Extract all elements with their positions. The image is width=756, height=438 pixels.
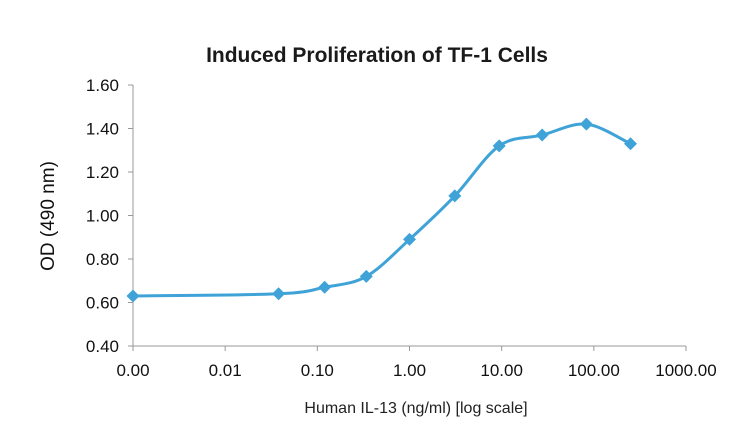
data-point xyxy=(272,287,286,301)
x-axis: 0.00 0.01 0.10 1.00 10.00 100.00 1000.00 xyxy=(116,345,717,380)
y-axis: 0.40 0.60 0.80 1.00 1.20 1.40 1.60 xyxy=(86,76,134,356)
x-tick-label: 0.01 xyxy=(209,361,242,380)
y-tick-label: 0.80 xyxy=(86,250,119,269)
series-line xyxy=(132,122,632,298)
y-tick-label: 1.00 xyxy=(86,207,119,226)
data-point xyxy=(126,289,140,303)
x-tick-label: 0.00 xyxy=(116,361,149,380)
data-point xyxy=(492,139,506,153)
data-point xyxy=(359,269,373,283)
x-tick-label: 0.10 xyxy=(301,361,334,380)
x-axis-label: Human IL-13 (ng/ml) [log scale] xyxy=(304,400,527,417)
x-tick-label: 1.00 xyxy=(393,361,426,380)
y-tick-label: 1.60 xyxy=(86,76,119,95)
data-point xyxy=(403,232,416,246)
data-point xyxy=(535,128,549,142)
y-axis-label: OD (490 nm) xyxy=(38,161,59,271)
y-tick-label: 0.40 xyxy=(86,337,119,356)
data-point xyxy=(624,137,638,151)
x-tick-label: 10.00 xyxy=(480,361,523,380)
x-tick-label: 1000.00 xyxy=(655,361,716,380)
data-point xyxy=(579,117,593,131)
y-tick-label: 1.20 xyxy=(86,163,119,182)
y-tick-label: 0.60 xyxy=(86,294,119,313)
plot-area xyxy=(126,117,638,303)
data-point xyxy=(318,280,332,294)
y-tick-label: 1.40 xyxy=(86,120,119,139)
chart-title: Induced Proliferation of TF-1 Cells xyxy=(206,44,548,67)
data-point xyxy=(448,189,462,203)
x-tick-label: 100.00 xyxy=(568,361,620,380)
